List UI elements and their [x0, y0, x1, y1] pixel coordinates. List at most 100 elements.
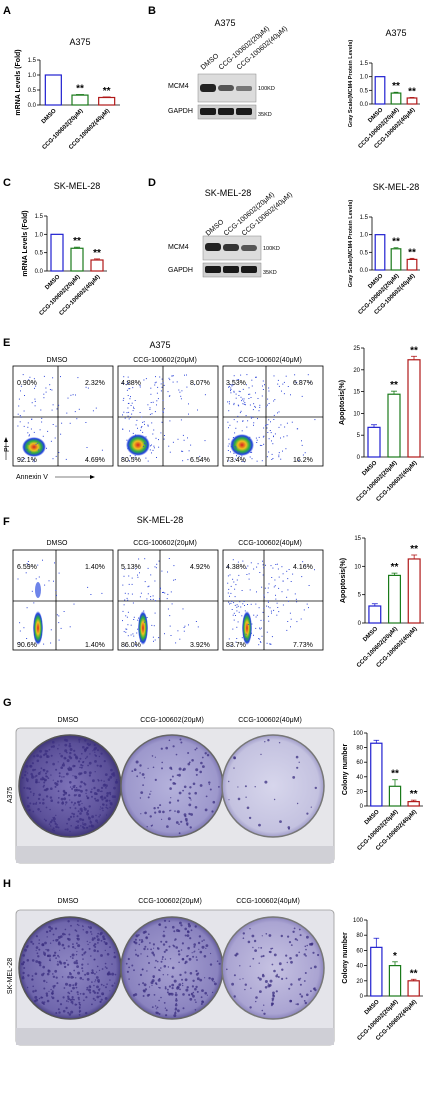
- colony-dot: [154, 982, 158, 985]
- flow-event-dot: [169, 395, 171, 397]
- flow-event-dot: [17, 413, 19, 415]
- colony-dot: [270, 1004, 273, 1007]
- colony-dot: [71, 953, 75, 957]
- colony-dot: [259, 977, 262, 981]
- colony-dot: [261, 935, 263, 937]
- blot-b-gapdh-band-3: [236, 108, 252, 115]
- flow-event-dot: [261, 586, 263, 588]
- flow-event-dot: [130, 405, 132, 406]
- colony-dot: [32, 792, 35, 795]
- colony-dot: [174, 938, 177, 941]
- colony-dot: [252, 957, 255, 960]
- colony-dot: [161, 818, 163, 821]
- colony-dot: [96, 799, 100, 802]
- colony-dot: [23, 967, 26, 969]
- flow-event-dot: [37, 564, 39, 566]
- colony-dot: [288, 987, 291, 990]
- flow-f-plot-2-population: [138, 611, 148, 645]
- flow-event-dot: [150, 599, 152, 600]
- colony-dot: [156, 1006, 159, 1009]
- colony-dot: [196, 959, 198, 961]
- flow-event-dot: [251, 385, 253, 387]
- colony-dot: [52, 779, 54, 781]
- flow-event-dot: [255, 627, 257, 629]
- colony-dot: [184, 971, 187, 974]
- chart-a-y-tick-label: 0.5: [28, 88, 37, 94]
- colony-dot: [198, 948, 200, 950]
- colony-dot: [174, 1008, 178, 1011]
- plates-g-condition-2: CCG-100602(20μM): [140, 717, 204, 724]
- flow-event-dot: [101, 449, 103, 451]
- flow-event-dot: [288, 600, 289, 602]
- colony-dot: [100, 954, 103, 957]
- flow-event-dot: [250, 417, 252, 419]
- chart-f-category-label-3: CCG-100602(40μM): [376, 626, 419, 669]
- chart-a-y-tick-label: 1.5: [28, 58, 37, 64]
- colony-dot: [304, 1001, 307, 1005]
- flow-event-dot: [169, 420, 171, 422]
- plates-g-tray-edge: [16, 846, 334, 863]
- flow-event-dot: [27, 422, 29, 424]
- colony-dot: [97, 942, 99, 944]
- colony-dot: [181, 978, 183, 981]
- flow-event-dot: [139, 386, 141, 388]
- colony-dot: [69, 786, 72, 788]
- colony-dot: [187, 922, 191, 926]
- chart-g-y-tick-label: 0: [360, 804, 364, 810]
- colony-dot: [69, 971, 71, 974]
- chart-e-y-tick-label: 5: [357, 433, 361, 439]
- colony-dot: [260, 753, 262, 756]
- colony-dot: [73, 749, 76, 752]
- colony-dot: [46, 999, 50, 1003]
- flow-event-dot: [18, 405, 20, 407]
- colony-dot: [86, 812, 90, 816]
- colony-dot: [254, 949, 257, 952]
- colony-dot: [205, 947, 207, 950]
- flow-event-dot: [158, 446, 160, 448]
- flow-event-dot: [262, 380, 264, 382]
- colony-dot: [176, 986, 180, 990]
- colony-dot: [77, 993, 79, 996]
- colony-dot: [177, 799, 180, 802]
- colony-dot: [235, 952, 239, 956]
- flow-event-dot: [242, 420, 244, 422]
- colony-dot: [108, 791, 112, 795]
- colony-dot: [57, 747, 59, 750]
- flow-event-dot: [228, 443, 230, 445]
- colony-dot: [194, 748, 197, 751]
- colony-dot: [101, 798, 104, 801]
- colony-dot: [192, 994, 195, 998]
- flow-event-dot: [229, 424, 231, 426]
- colony-dot: [32, 810, 35, 813]
- flow-event-dot: [144, 581, 146, 583]
- colony-dot: [75, 959, 78, 963]
- flow-event-dot: [290, 626, 291, 628]
- colony-dot: [185, 819, 188, 822]
- colony-dot: [101, 795, 104, 798]
- flow-event-dot: [197, 626, 199, 628]
- colony-dot: [42, 972, 45, 975]
- flow-event-dot: [159, 598, 160, 600]
- colony-dot: [303, 980, 306, 982]
- blot-b-lane-1: DMSO: [200, 52, 221, 71]
- colony-dot: [281, 977, 284, 981]
- chart-h-y-tick-label: 100: [353, 918, 364, 924]
- colony-dot: [100, 752, 103, 755]
- colony-dot: [100, 939, 103, 942]
- colony-dot: [208, 781, 211, 784]
- colony-dot: [163, 950, 166, 953]
- flow-event-dot: [179, 391, 181, 393]
- flow-event-dot: [172, 375, 174, 377]
- flow-event-dot: [126, 439, 128, 441]
- flow-event-dot: [256, 591, 257, 593]
- flow-event-dot: [126, 381, 128, 383]
- colony-dot: [173, 930, 176, 933]
- colony-dot: [312, 951, 315, 954]
- colony-dot: [86, 972, 90, 976]
- colony-dot: [188, 993, 191, 997]
- flow-event-dot: [248, 641, 250, 643]
- flow-event-dot: [228, 588, 230, 590]
- flow-event-dot: [283, 381, 285, 383]
